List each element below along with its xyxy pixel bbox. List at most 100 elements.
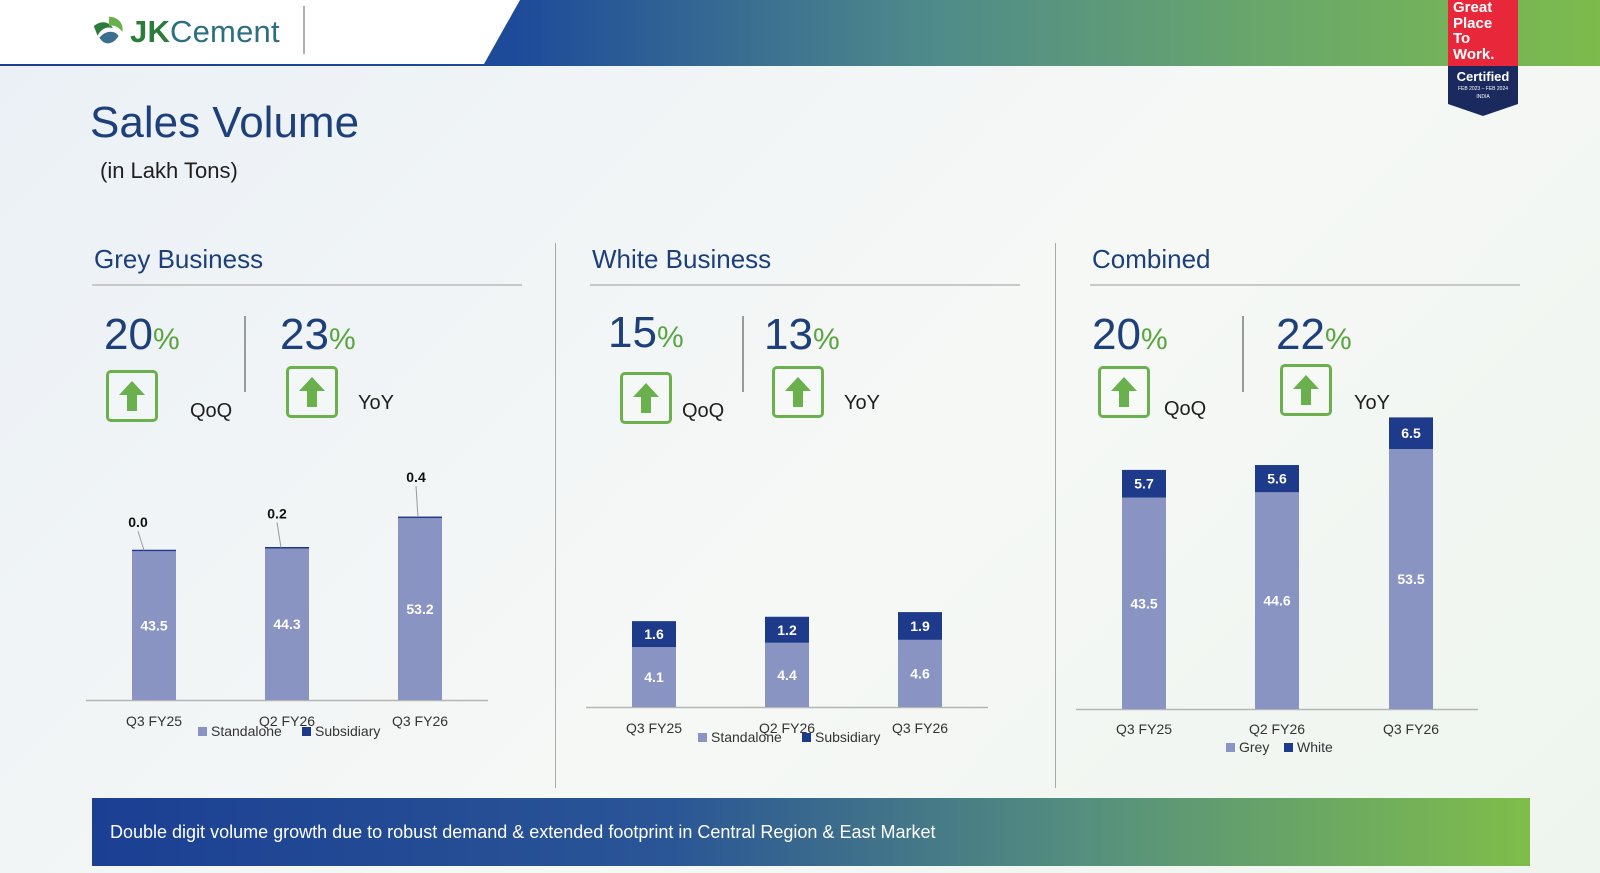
bar-top-value-label: 0.0 (128, 514, 148, 530)
bar-segment-standalone (632, 647, 676, 707)
section-rule (92, 284, 522, 286)
bar-segment-white (1389, 417, 1433, 449)
section-divider (1055, 243, 1056, 788)
x-tick-label: Q3 FY25 (1116, 721, 1172, 737)
percent-sign: % (152, 323, 180, 356)
bar-value-label: 53.2 (406, 601, 433, 617)
badge-line: Work. (1453, 45, 1495, 63)
yoy-value: 23% (280, 310, 356, 360)
x-tick-label: Q3 FY26 (892, 720, 948, 736)
bar-top-value-label: 0.4 (406, 469, 426, 485)
qoq-label: QoQ (682, 400, 725, 422)
legend-label: Standalone (211, 723, 282, 739)
bar-segment-standalone (765, 642, 809, 707)
bar-value-label: 1.9 (910, 618, 930, 634)
legend-label: Standalone (711, 729, 782, 745)
chart-grey-business: 43.5 0.0 Q3 FY25 44.3 0.2 Q2 FY26 53.2 0.4 Q3 FY… (86, 469, 488, 739)
percent-sign: % (1140, 323, 1168, 356)
bar-value-label: 4.4 (777, 667, 797, 683)
badge-country: INDIA (1476, 94, 1490, 100)
legend-swatch (1226, 743, 1235, 752)
kpi-divider (244, 316, 246, 392)
company-logo: JKCement (90, 10, 290, 54)
up-arrow-icon (1098, 366, 1150, 418)
up-arrow-icon (620, 372, 672, 424)
bar-value-label: 43.5 (1130, 595, 1157, 611)
kpi-divider (1242, 316, 1244, 392)
bar-value-label: 44.6 (1263, 593, 1290, 609)
badge-line: To (1453, 30, 1471, 47)
up-arrow-icon (286, 366, 338, 418)
section-grey-business: Grey Business 20% QoQ 23% YoY 43.5 0.0 Q3 … (86, 240, 522, 785)
legend-swatch (198, 727, 207, 736)
logo-divider (303, 6, 305, 54)
percent-sign: % (656, 321, 684, 354)
up-arrow-icon (119, 381, 145, 411)
badge-bottom: Certified FEB 2023 – FEB 2024 INDIA (1448, 66, 1518, 116)
bar-segment-standalone (265, 548, 309, 700)
section-rule (1090, 284, 1520, 286)
up-arrow-icon (1293, 375, 1319, 405)
bar-segment-standalone (132, 551, 176, 700)
qoq-label: QoQ (190, 400, 233, 422)
up-arrow-icon (633, 383, 659, 413)
section-rule (590, 284, 1020, 286)
yoy-number: 23 (280, 310, 329, 359)
bar-value-label: 5.7 (1134, 476, 1154, 492)
bar-segment-white (1255, 465, 1299, 493)
bar-value-label: 1.2 (777, 622, 797, 638)
badge-certified: Certified (1456, 69, 1510, 84)
bar-value-label: 4.6 (910, 665, 930, 681)
x-tick-label: Q3 FY25 (626, 720, 682, 736)
bar-segment-subsidiary (398, 516, 442, 519)
legend-swatch (698, 733, 707, 742)
bar-value-label: 4.1 (644, 669, 664, 685)
x-tick-label: Q2 FY26 (1249, 721, 1305, 737)
bar-value-label: 5.6 (1267, 471, 1287, 487)
logo-cement: Cement (170, 14, 280, 49)
x-tick-label: Q2 FY26 (759, 720, 815, 736)
percent-sign: % (812, 323, 840, 356)
qoq-number: 20 (1092, 310, 1141, 359)
chart-white-business: 4.1 1.6 Q3 FY25 4.4 1.2 Q2 FY26 4.6 1.9 Q3 FY26 S… (586, 612, 988, 745)
x-tick-label: Q2 FY26 (259, 713, 315, 729)
legend-label: Subsidiary (315, 723, 380, 739)
logo-text: JKCement (130, 14, 280, 50)
legend-swatch (802, 733, 811, 742)
qoq-number: 15 (608, 308, 657, 357)
x-tick-label: Q3 FY26 (1383, 721, 1439, 737)
logo-jk: JK (130, 14, 171, 49)
header-logo-area (0, 0, 520, 64)
chart-combined: 43.5 5.7 Q3 FY25 44.6 5.6 Q2 FY26 53.5 6.5 Q3 FY… (1076, 417, 1478, 755)
bar-segment-subsidiary (632, 621, 676, 648)
up-arrow-icon (772, 366, 824, 418)
footer-banner: Double digit volume growth due to robust… (92, 798, 1530, 866)
yoy-value: 13% (764, 310, 840, 360)
bar-segment-subsidiary (132, 549, 176, 552)
great-place-to-work-badge: Great Place To Work. Certified FEB 2023 … (1448, 0, 1518, 116)
section-title: Grey Business (94, 244, 264, 274)
bar-segment-grey (1255, 492, 1299, 709)
page-title: Sales Volume (90, 98, 360, 147)
up-arrow-icon (1280, 364, 1332, 416)
bar-segment-grey (1389, 448, 1433, 709)
legend-swatch (302, 727, 311, 736)
percent-sign: % (1324, 323, 1352, 356)
bar-value-label: 6.5 (1401, 425, 1421, 441)
yoy-value: 22% (1276, 310, 1352, 360)
yoy-label: YoY (844, 392, 880, 414)
bar-top-value-label: 0.2 (267, 505, 287, 521)
bar-segment-standalone (898, 639, 942, 707)
badge-date: FEB 2023 – FEB 2024 (1457, 86, 1509, 92)
up-arrow-icon (1111, 377, 1137, 407)
bar-segment-subsidiary (898, 612, 942, 640)
section-white-business: White Business 15% QoQ 13% YoY 4.1 1.6 Q3 … (586, 240, 1020, 785)
leader-line (137, 531, 145, 551)
bar-value-label: 43.5 (140, 618, 167, 634)
page-subtitle: (in Lakh Tons) (100, 158, 238, 183)
bar-value-label: 1.6 (644, 626, 664, 642)
badge-top: Great Place To Work. (1448, 0, 1518, 66)
bar-segment-grey (1122, 497, 1166, 709)
yoy-label: YoY (358, 392, 394, 414)
leader-line (276, 522, 282, 548)
